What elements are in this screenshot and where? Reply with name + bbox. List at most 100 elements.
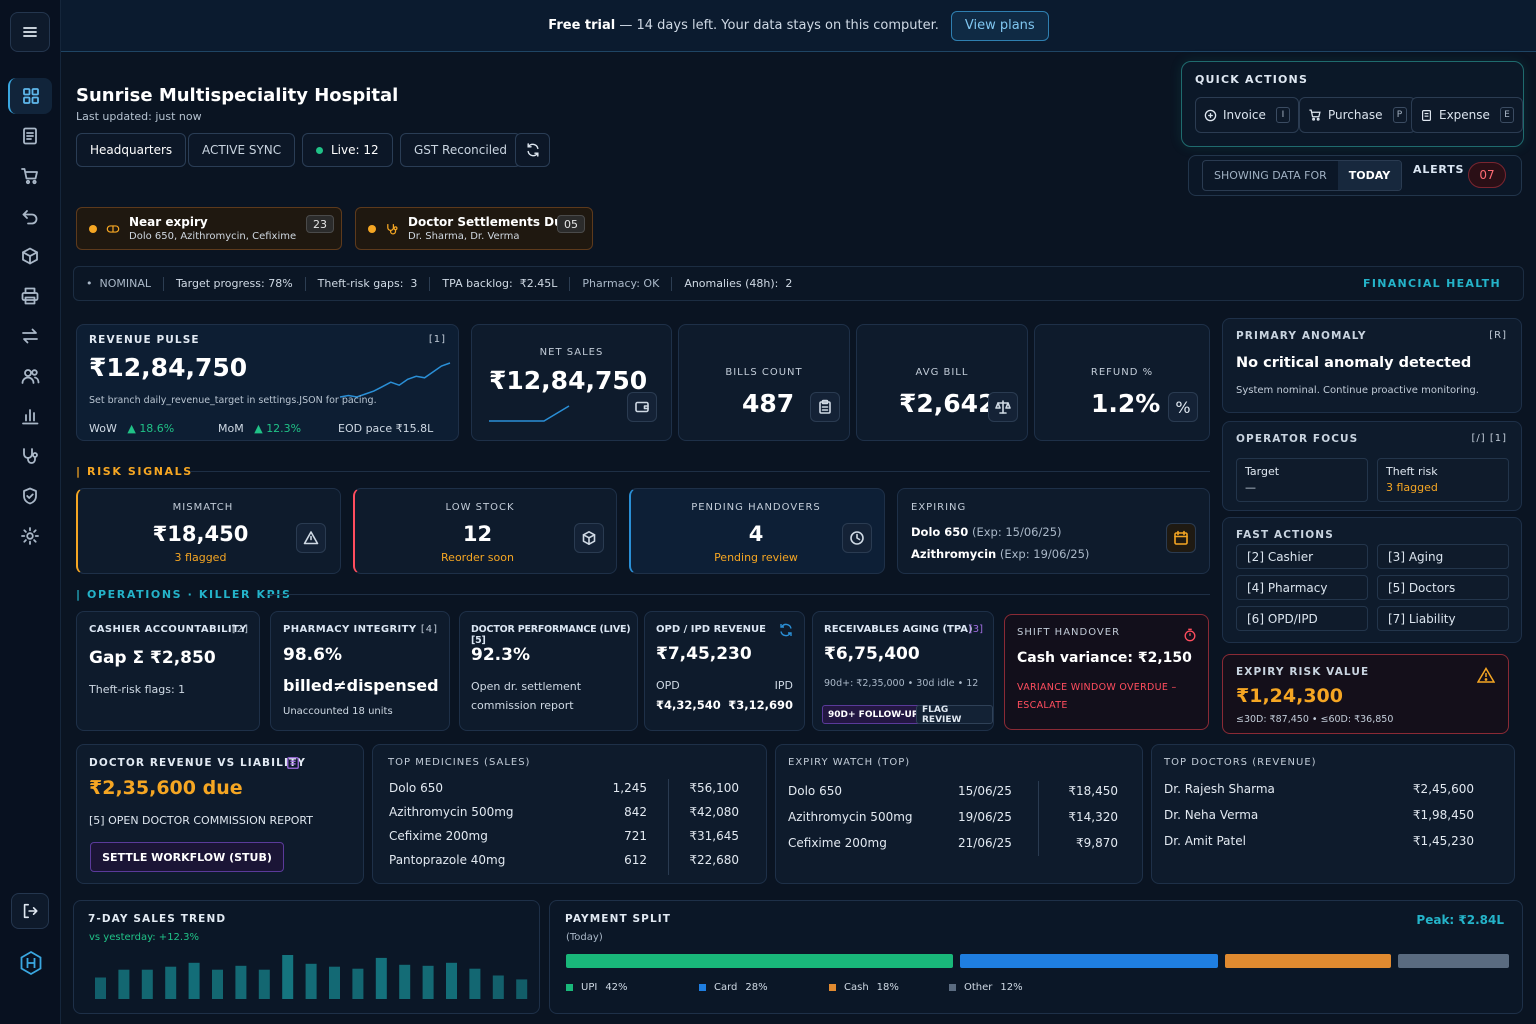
sidebar-item-settings[interactable] [8, 518, 52, 554]
scale-icon [988, 392, 1018, 422]
expiry-item-name: Dolo 650 [788, 784, 842, 798]
live-dot [316, 146, 323, 154]
alerts-count-badge[interactable]: 07 [1468, 162, 1506, 188]
shield-icon [23, 487, 37, 505]
expiry-watch-card: EXPIRY WATCH (TOP) Dolo 650 15/06/25 ₹18,4… [775, 744, 1143, 884]
expense-button[interactable]: Expense E [1411, 97, 1523, 133]
nominal-status: • NOMINAL [74, 276, 164, 291]
sidebar-item-inventory[interactable] [8, 238, 52, 274]
avg-bill-card[interactable]: AVG BILL ₹2,642 [856, 324, 1028, 441]
follow-up-button[interactable]: 90D+ FOLLOW-UP [822, 705, 925, 724]
divider [1038, 781, 1039, 856]
mismatch-card[interactable]: MISMATCH ₹18,450 3 flagged [76, 488, 341, 574]
settle-workflow-button[interactable]: SETTLE WORKFLOW (STUB) [90, 842, 284, 872]
refresh-icon[interactable] [778, 622, 794, 638]
doctor-name: Dr. Rajesh Sharma [1164, 782, 1275, 796]
branch-chip[interactable]: Headquarters [76, 133, 187, 167]
expiring-item: Dolo 650 (Exp: 15/06/25) [911, 525, 1062, 539]
legend-label: UPI [581, 982, 598, 993]
fast-action-liability[interactable]: [7] Liability [1377, 606, 1509, 631]
swap-icon [22, 328, 38, 344]
fast-action-opd-ipd[interactable]: [6] OPD/IPD [1236, 606, 1368, 631]
showing-data-label: SHOWING DATA FOR [1214, 169, 1327, 182]
quick-actions-panel: QUICK ACTIONS Invoice I Purchase P Expense… [1181, 61, 1524, 147]
report-icon [287, 757, 299, 769]
logout-button[interactable] [11, 893, 49, 929]
revenue-pulse-card[interactable]: REVENUE PULSE [1] ₹12,84,750 Set branch … [76, 324, 459, 441]
sidebar-item-dashboard[interactable] [8, 78, 52, 114]
purchase-button[interactable]: Purchase P [1299, 97, 1416, 133]
sidebar-item-billing[interactable] [8, 118, 52, 154]
hamburger-icon [23, 27, 37, 37]
revenue-sparkline [339, 362, 451, 398]
sidebar-item-security[interactable] [8, 478, 52, 514]
expiring-card[interactable]: EXPIRING Dolo 650 (Exp: 15/06/25) Azithr… [897, 488, 1210, 574]
legend-value: 12% [1000, 982, 1023, 993]
trial-text: Free trial — 14 days left. Your data sta… [548, 18, 939, 33]
alert-triangle-icon [296, 523, 326, 553]
medicine-qty: 721 [624, 829, 647, 843]
expiry-risk-card[interactable]: EXPIRY RISK VALUE ₹1,24,300 ≤30D: ₹87,45… [1222, 654, 1509, 734]
sync-chip[interactable]: ACTIVE SYNC [188, 133, 296, 167]
receivables-aging-card[interactable]: RECEIVABLES AGING (TPA) [3] ₹6,75,400 90… [812, 611, 994, 731]
sidebar-item-transfers[interactable] [8, 318, 52, 354]
trend-bar [282, 955, 294, 999]
shift-handover-card[interactable]: SHIFT HANDOVER Cash variance: ₹2,150 VAR… [1004, 614, 1209, 730]
primary-anomaly-card[interactable]: PRIMARY ANOMALY [R] No critical anomaly … [1222, 318, 1522, 413]
alerts-label[interactable]: ALERTS [1413, 163, 1465, 176]
gst-chip[interactable]: GST Reconciled [400, 133, 522, 167]
gear-icon [21, 527, 39, 545]
theft-risk-tile[interactable]: Theft risk 3 flagged [1377, 458, 1509, 502]
medicine-sales: ₹31,645 [689, 829, 739, 843]
doctor-name: Dr. Neha Verma [1164, 808, 1259, 822]
refresh-icon [526, 143, 539, 157]
fast-action-doctors[interactable]: [5] Doctors [1377, 575, 1509, 600]
financial-health-link[interactable]: FINANCIAL HEALTH [1363, 277, 1501, 290]
invoice-button[interactable]: Invoice I [1195, 97, 1299, 133]
doctor-performance-card[interactable]: DOCTOR PERFORMANCE (LIVE) [5] 92.3% Open… [459, 611, 638, 731]
net-sales-card[interactable]: NET SALES ₹12,84,750 [471, 324, 672, 441]
doctor-revenue-liability-card[interactable]: DOCTOR REVENUE VS LIABILITY ₹2,35,600 du… [76, 744, 364, 884]
period-today[interactable]: TODAY [1337, 161, 1402, 190]
trend-bar [329, 966, 340, 999]
pending-handovers-card[interactable]: PENDING HANDOVERS 4 Pending review [629, 488, 885, 574]
legend-value: 28% [745, 982, 768, 993]
sidebar-item-returns[interactable] [8, 198, 52, 234]
fast-action-pharmacy[interactable]: [4] Pharmacy [1236, 575, 1368, 600]
trend-bar [469, 968, 481, 999]
sidebar-item-patients[interactable] [8, 358, 52, 394]
live-chip[interactable]: Live: 12 [302, 133, 393, 167]
low-stock-card[interactable]: LOW STOCK 12 Reorder soon [353, 488, 617, 574]
refund-card[interactable]: REFUND % 1.2% % [1034, 324, 1210, 441]
pharmacy-integrity-card[interactable]: PHARMACY INTEGRITY [4] 98.6% billed≠disp… [270, 611, 450, 731]
expiry-item-value: ₹18,450 [1068, 784, 1118, 798]
flag-review-button[interactable]: FLAG REVIEW [916, 705, 993, 725]
view-plans-button[interactable]: View plans [950, 10, 1049, 41]
fast-action-aging[interactable]: [3] Aging [1377, 544, 1509, 569]
bills-count-card[interactable]: BILLS COUNT 487 [678, 324, 850, 441]
expiry-item-name: Cefixime 200mg [788, 836, 887, 850]
sidebar-item-reports[interactable] [8, 398, 52, 434]
medicine-qty: 1,245 [612, 781, 647, 795]
doctor-settlements-notice[interactable]: Doctor Settlements Due Dr. Sharma, Dr. V… [355, 207, 593, 250]
fast-action-cashier[interactable]: [2] Cashier [1236, 544, 1368, 569]
undo-icon [22, 210, 38, 225]
sidebar-item-purchase[interactable] [8, 158, 52, 194]
cashier-accountability-card[interactable]: CASHIER ACCOUNTABILITY [2] Gap Σ ₹2,850 … [76, 611, 260, 731]
opd-ipd-revenue-card[interactable]: OPD / IPD REVENUE ₹7,45,230 OPD IPD ₹4,3… [644, 611, 805, 731]
grid-icon [23, 88, 39, 104]
menu-button[interactable] [10, 12, 50, 52]
refresh-button[interactable] [515, 133, 550, 167]
sidebar-item-doctors[interactable] [8, 438, 52, 474]
trend-bar [188, 962, 200, 999]
trend-bar [375, 957, 387, 999]
commission-report-link[interactable]: [5] OPEN DOCTOR COMMISSION REPORT [89, 814, 313, 827]
payment-segment-upi [566, 954, 954, 968]
expiry-item-date: 19/06/25 [958, 810, 1012, 824]
sidebar [0, 0, 61, 1024]
medicine-name: Cefixime 200mg [389, 829, 488, 843]
sidebar-item-print[interactable] [8, 278, 52, 314]
target-focus-tile[interactable]: Target — [1236, 458, 1368, 502]
trend-bar [258, 969, 270, 999]
near-expiry-notice[interactable]: Near expiry Dolo 650, Azithromycin, Cefi… [76, 207, 342, 250]
